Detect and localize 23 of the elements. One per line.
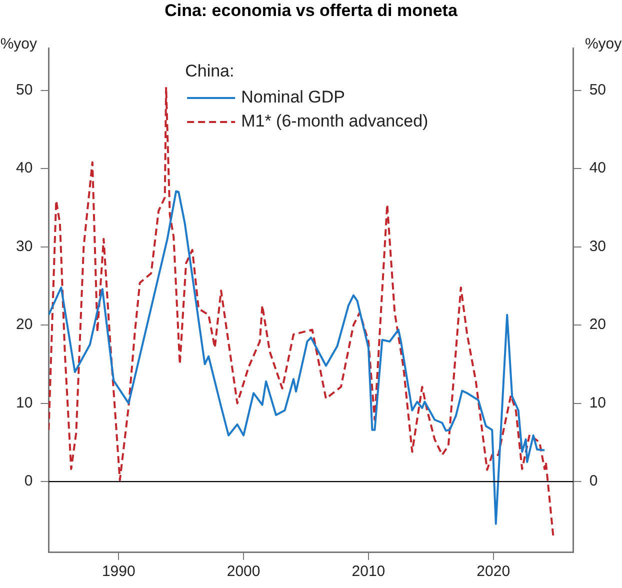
x-tick-label: 2020 <box>476 563 510 580</box>
y-tick-label: 30 <box>16 238 33 255</box>
y-tick-label: 40 <box>16 160 33 177</box>
x-tick-label: 1990 <box>102 563 136 580</box>
y2-tick-label: 20 <box>589 316 606 334</box>
y2-tick-label: 0 <box>589 472 598 490</box>
y-tick-label: 20 <box>16 316 33 334</box>
y2-tick-label: 50 <box>589 81 606 98</box>
y2-axis-title: %yoy <box>584 36 622 53</box>
y-tick-label: 50 <box>16 81 33 98</box>
y-tick-label: 10 <box>16 394 33 412</box>
chart-title: Cina: economia vs offerta di moneta <box>164 0 458 22</box>
x-tick-label: 2010 <box>352 563 386 580</box>
legend-label: Nominal GDP <box>241 88 346 107</box>
y2-tick-label: 30 <box>589 238 606 255</box>
y2-tick-label: 40 <box>589 160 606 177</box>
x-tick-label: 2000 <box>226 563 260 580</box>
y-axis-title: %yoy <box>0 36 38 53</box>
line-series <box>48 86 554 538</box>
y-tick-label: 0 <box>24 472 33 490</box>
legend-title: China: <box>185 62 234 81</box>
legend-label: M1* (6-month advanced) <box>241 112 428 131</box>
y2-tick-label: 10 <box>589 394 606 412</box>
